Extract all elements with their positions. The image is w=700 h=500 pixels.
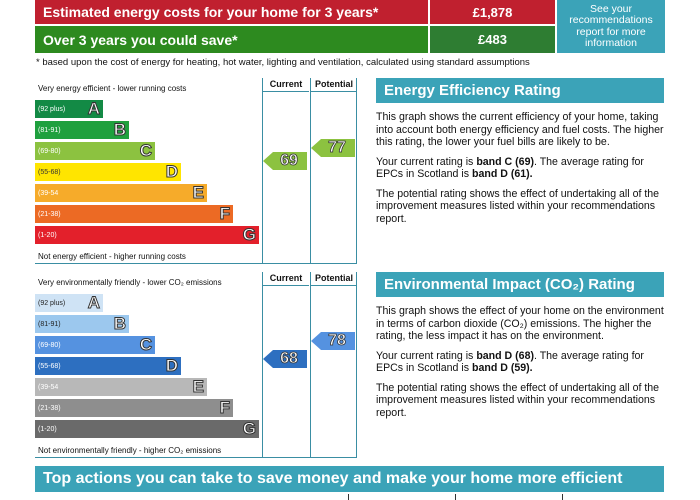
band-letter: C — [139, 141, 152, 161]
eir-paragraph-1: This graph shows the effect of your home… — [376, 305, 664, 342]
eer-paragraph-1: This graph shows the current efficiency … — [376, 111, 664, 148]
energy-efficiency-text: This graph shows the current efficiency … — [376, 111, 666, 232]
rating-band-c: (69-80) C — [35, 335, 155, 355]
rating-band-d: (55-68) D — [35, 162, 181, 182]
band-range: (81-91) — [38, 320, 61, 328]
potential-header: Potential — [311, 78, 357, 92]
band-range: (69-80) — [38, 147, 61, 155]
table-divider — [455, 494, 456, 500]
rating-band-b: (81-91) B — [35, 120, 129, 140]
current-column-border — [262, 78, 263, 263]
rating-band-a: (92 plus) A — [35, 99, 103, 119]
energy-efficiency-chart: Current Potential Very energy efficient - … — [35, 78, 357, 264]
potential-rating-arrow: 77 — [311, 139, 355, 157]
band-letter: G — [242, 225, 256, 245]
potential-header: Potential — [311, 272, 357, 286]
band-letter: D — [165, 162, 178, 182]
band-range: (55-68) — [38, 362, 61, 370]
top-actions-banner: Top actions you can take to save money a… — [35, 466, 664, 492]
current-rating-arrow: 69 — [263, 152, 307, 170]
rating-band-c: (69-80) C — [35, 141, 155, 161]
savings-value: £483 — [430, 26, 555, 53]
eer-paragraph-3: The potential rating shows the effect of… — [376, 187, 660, 225]
environmental-impact-chart: Current Potential Very environmentally fri… — [35, 272, 357, 458]
band-letter: C — [139, 335, 152, 355]
current-header: Current — [263, 78, 309, 92]
rating-band-a: (92 plus) A — [35, 293, 103, 313]
band-letter: F — [219, 398, 230, 418]
band-letter: F — [219, 204, 230, 224]
band-letter: B — [113, 314, 126, 334]
top-caption: Very environmentally friendly - lower CO… — [38, 278, 222, 287]
energy-efficiency-title: Energy Efficiency Rating — [376, 78, 664, 103]
environmental-impact-text: This graph shows the effect of your home… — [376, 305, 666, 426]
potential-column-border — [310, 272, 311, 457]
bottom-caption: Not environmentally friendly - higher CO… — [38, 446, 222, 455]
top-caption: Very energy efficient - lower running co… — [38, 84, 187, 93]
rating-band-g: (1-20) G — [35, 225, 259, 245]
footnote: * based upon the cost of energy for heat… — [36, 57, 530, 68]
rating-band-e: (39-54 E — [35, 377, 207, 397]
band-range: (81-91) — [38, 126, 61, 134]
eir-paragraph-2: Your current rating is band D (68). The … — [376, 349, 644, 375]
band-letter: A — [87, 293, 100, 313]
rating-band-f: (21-38) F — [35, 204, 233, 224]
table-divider — [562, 494, 563, 500]
rating-band-g: (1-20) G — [35, 419, 259, 439]
chart-right-border — [356, 272, 357, 457]
rating-band-d: (55-68) D — [35, 356, 181, 376]
band-range: (1-20) — [38, 231, 57, 239]
band-letter: G — [242, 419, 256, 439]
band-range: (69-80) — [38, 341, 61, 349]
current-rating-arrow: 68 — [263, 350, 307, 368]
band-range: (21-38) — [38, 404, 61, 412]
band-letter: A — [87, 99, 100, 119]
estimated-costs-value: £1,878 — [430, 0, 555, 24]
band-range: (1-20) — [38, 425, 57, 433]
savings-label: Over 3 years you could save* — [35, 26, 428, 53]
rating-band-f: (21-38) F — [35, 398, 233, 418]
estimated-costs-label: Estimated energy costs for your home for… — [35, 0, 428, 24]
band-letter: E — [192, 377, 204, 397]
chart-right-border — [356, 78, 357, 263]
band-letter: D — [165, 356, 178, 376]
potential-column-border — [310, 78, 311, 263]
recommendations-note: See your recommendations report for more… — [557, 0, 665, 53]
table-divider — [348, 494, 349, 500]
bottom-caption: Not energy efficient - higher running co… — [38, 252, 186, 261]
current-header: Current — [263, 272, 309, 286]
current-column-border — [262, 272, 263, 457]
rating-band-b: (81-91) B — [35, 314, 129, 334]
eir-paragraph-3: The potential rating shows the effect of… — [376, 381, 660, 419]
band-range: (55-68) — [38, 168, 61, 176]
environmental-impact-title: Environmental Impact (CO₂) Rating — [376, 272, 664, 297]
eer-paragraph-2: Your current rating is band C (69). The … — [376, 155, 644, 181]
band-range: (39-54 — [38, 189, 59, 197]
band-range: (21-38) — [38, 210, 61, 218]
rating-band-e: (39-54 E — [35, 183, 207, 203]
potential-rating-arrow: 78 — [311, 332, 355, 350]
band-letter: E — [192, 183, 204, 203]
band-range: (92 plus) — [38, 299, 66, 307]
band-range: (92 plus) — [38, 105, 66, 113]
band-letter: B — [113, 120, 126, 140]
band-range: (39-54 — [38, 383, 59, 391]
